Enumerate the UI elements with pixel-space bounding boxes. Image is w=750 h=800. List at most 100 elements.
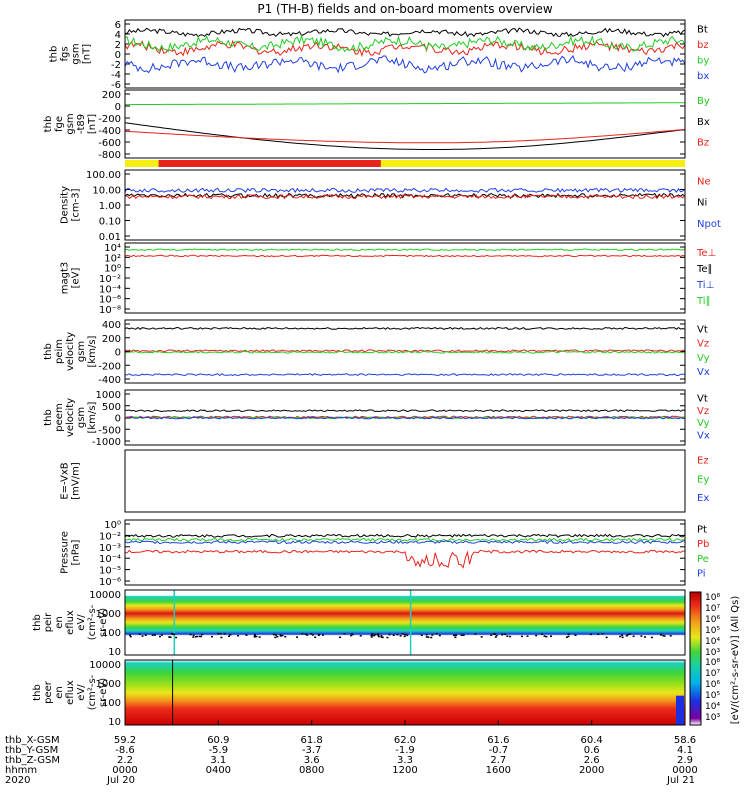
panel-p9: thb peir en eflux eV/(cm²-s-sr-eV) 10000 1000 1… [32, 589, 686, 658]
noise-dot [245, 634, 248, 636]
noise-dot [427, 636, 430, 638]
noise-dot [399, 635, 402, 637]
y-axis-label: peim [54, 339, 65, 364]
noise-dot [370, 636, 373, 638]
x-tick-label: 2.2 [117, 755, 133, 766]
noise-dot [462, 634, 465, 636]
noise-dot [173, 633, 176, 636]
y-axis-label: peer [43, 680, 54, 704]
noise-dot [632, 635, 635, 638]
y-axis-label: [cm-3] [71, 188, 82, 221]
y-tick-label: 10⁻³ [99, 543, 121, 554]
noise-dot [314, 636, 317, 639]
x-tick-label: -8.6 [115, 745, 135, 756]
x-tick-label: -1.9 [395, 745, 415, 756]
x-row-label: 2020 [5, 775, 30, 786]
panel-frame [124, 19, 686, 89]
x-tick-label: 59.2 [114, 735, 136, 746]
legend-entry: Te⊥ [696, 248, 716, 259]
x-tick-label: 61.6 [487, 735, 509, 746]
noise-dot [454, 636, 457, 639]
y-axis-label: Pressure [60, 531, 71, 574]
series-line [125, 102, 685, 106]
y-tick-label: 10000 [89, 590, 121, 601]
legend-entry: Ex [697, 493, 709, 504]
series-line [125, 34, 686, 53]
noise-dot [144, 634, 147, 636]
x-tick-label: 2.7 [490, 755, 506, 766]
noise-dot [220, 636, 223, 639]
noise-dot [255, 635, 258, 638]
panel-frame [124, 89, 686, 159]
x-row-label: thb_Z-GSM [5, 755, 60, 766]
panel-frame [124, 389, 686, 446]
y-tick-label: 500 [102, 402, 121, 413]
series-line [124, 537, 686, 542]
legend-entry: Ne [697, 176, 711, 187]
x-tick-label: -5.9 [209, 745, 229, 756]
noise-dot [543, 635, 546, 637]
y-tick-label: 10 [108, 647, 121, 658]
noise-dot [350, 634, 353, 637]
noise-dot [380, 636, 383, 638]
y-tick-label: 10⁻⁴ [99, 284, 121, 295]
noise-dot [128, 634, 131, 636]
y-axis-label: magt3 [60, 262, 71, 295]
series-line [125, 373, 686, 377]
noise-dot [403, 635, 406, 638]
y-axis-label: eflux [65, 610, 76, 635]
panel-p10: thb peer en eflux eV/(cm²-s-sr-eV) 10000 1000 1… [32, 659, 686, 728]
noise-dot [198, 635, 201, 638]
noise-dot [373, 634, 376, 637]
noise-dot [480, 636, 483, 638]
x-tick-label: -0.7 [489, 745, 509, 756]
noise-dot [195, 635, 198, 638]
noise-dot [237, 634, 240, 637]
mode-segment [125, 160, 159, 167]
colorbar-tick: 10⁴ [705, 637, 720, 647]
panel-frame [124, 449, 686, 513]
noise-dot [229, 634, 232, 636]
y-tick-label: -600 [98, 138, 121, 149]
chart-title: P1 (TH-B) fields and on-board moments ov… [257, 2, 553, 16]
x-tick-label: 60.4 [581, 735, 603, 746]
noise-dot [279, 635, 282, 637]
noise-dot [192, 636, 195, 638]
y-tick-label: 10⁻² [99, 274, 121, 285]
series-line [124, 254, 686, 258]
x-tick-label: 58.6 [674, 735, 696, 746]
y-tick-label: 1.00 [99, 201, 121, 212]
spectrogram-edge [676, 695, 684, 725]
noise-dot [274, 636, 277, 639]
y-axis-label: (cm²-s- [87, 604, 98, 640]
series-line [124, 533, 686, 538]
legend-entry: Vz [697, 406, 709, 417]
y-tick-label: 100.00 [86, 170, 121, 181]
legend-entry: Vt [697, 394, 708, 405]
y-axis-label: en [54, 686, 65, 699]
noise-dot [253, 636, 256, 638]
panel-p2: thb fge gsm -t89 [nT] 2000-200-400-600-800 By B… [43, 89, 710, 161]
y-tick-label: 10⁰ [104, 520, 121, 531]
noise-dot [435, 632, 438, 635]
y-axis-label: velocity [65, 332, 76, 371]
noise-dot [196, 635, 199, 638]
noise-dot [253, 634, 256, 636]
y-axis-label: thb [43, 116, 54, 133]
y-axis-label: sr-eV) [98, 678, 109, 707]
legend-entry: Ti⊥ [696, 280, 714, 291]
y-tick-label: 10⁻⁵ [99, 566, 121, 577]
y-tick-label: 0 [115, 50, 121, 61]
noise-dot [625, 635, 628, 637]
noise-dot [605, 636, 608, 639]
noise-dot [377, 633, 380, 635]
noise-dot [311, 634, 314, 636]
x-tick-label: 2.9 [677, 755, 693, 766]
noise-dot [374, 633, 377, 636]
legend-entry: Pt [697, 524, 707, 535]
y-tick-label: -6 [111, 80, 121, 91]
y-tick-label: 10² [104, 253, 121, 264]
noise-dot [359, 635, 362, 637]
x-tick-label: 4.1 [677, 745, 693, 756]
